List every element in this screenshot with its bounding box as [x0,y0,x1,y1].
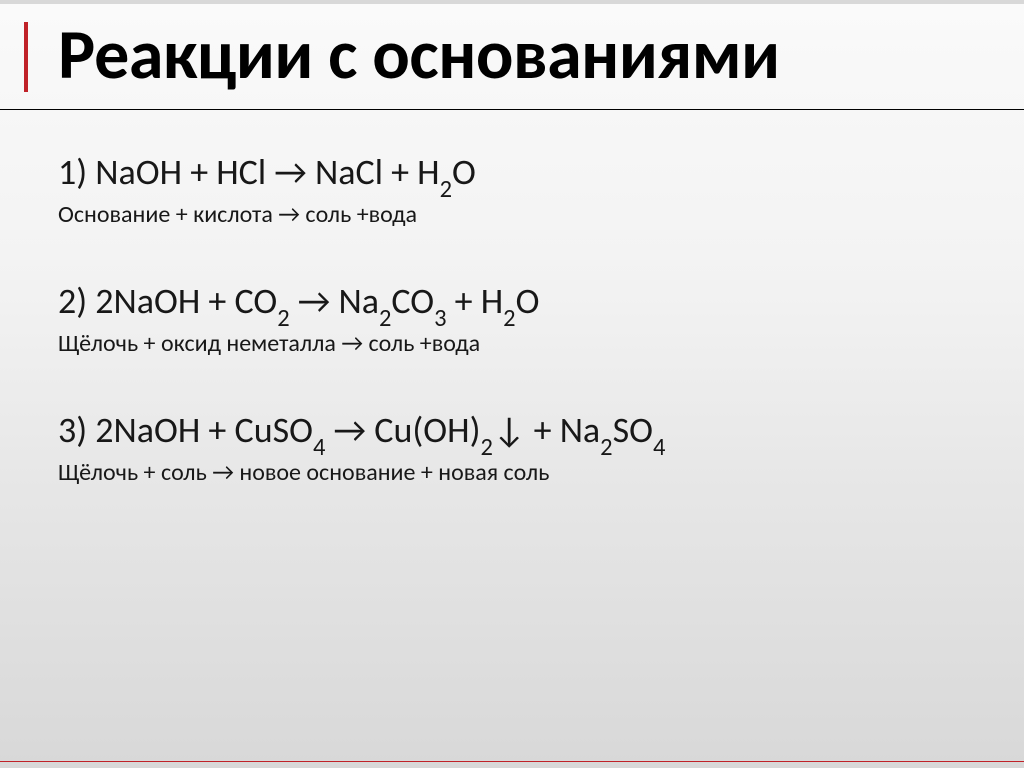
divider-bottom [0,761,1024,762]
reaction-description: Основание + кислота → соль +вода [58,200,966,229]
reaction-group: 3) 2NaOH + CuSO4 → Cu(OH)2↓ + Na2SO4 Щёл… [58,408,966,487]
title-accent-bar [24,22,28,92]
equation: 3) 2NaOH + CuSO4 → Cu(OH)2↓ + Na2SO4 [58,408,966,452]
reaction-group: 2) 2NaOH + CO2 → Na2CO3 + H2O Щёлочь + о… [58,279,966,358]
reaction-group: 1) NaOH + HCl → NaCl + H2O Основание + к… [58,150,966,229]
page-title: Реакции с основаниями [58,18,780,92]
divider-top [0,0,1024,4]
content: 1) NaOH + HCl → NaCl + H2O Основание + к… [58,150,966,513]
slide: Реакции с основаниями 1) NaOH + HCl → Na… [0,0,1024,768]
divider-under-title [0,109,1024,110]
equation: 2) 2NaOH + CO2 → Na2CO3 + H2O [58,279,966,323]
reaction-description: Щёлочь + оксид неметалла → соль +вода [58,329,966,358]
reaction-description: Щёлочь + соль → новое основание + новая … [58,458,966,487]
equation: 1) NaOH + HCl → NaCl + H2O [58,150,966,194]
